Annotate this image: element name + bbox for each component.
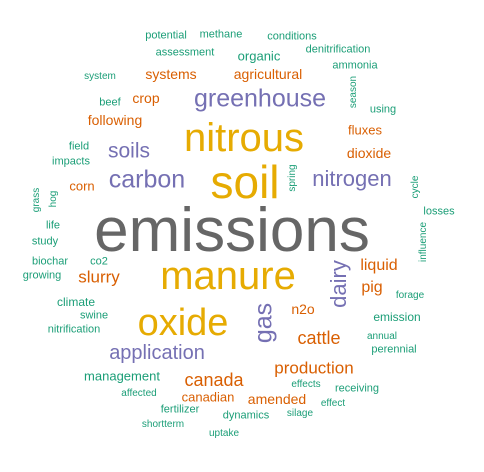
word-production: production	[274, 358, 354, 378]
word-effect: effect	[320, 398, 346, 409]
word-corn: corn	[69, 178, 95, 194]
word-swine: swine	[79, 309, 109, 322]
word-system: system	[84, 71, 116, 82]
word-n2o: n2o	[291, 301, 315, 317]
word-dairy: dairy	[326, 260, 351, 308]
word-potential: potential	[145, 29, 187, 42]
word-spring: spring	[287, 164, 298, 192]
word-beef: beef	[99, 96, 121, 109]
word-life: life	[45, 219, 61, 232]
word-crop: crop	[132, 90, 160, 106]
word-agricultural: agricultural	[233, 66, 303, 82]
word-following: following	[87, 112, 143, 128]
word-canadian: canadian	[181, 389, 235, 405]
word-oxide: oxide	[137, 302, 229, 344]
word-influence: influence	[418, 221, 429, 263]
word-annual: annual	[366, 331, 398, 342]
word-using: using	[369, 103, 397, 116]
word-fluxes: fluxes	[348, 122, 382, 138]
word-grass: grass	[31, 187, 42, 213]
word-growing: growing	[22, 269, 62, 282]
word-carbon: carbon	[108, 165, 186, 194]
word-dioxide: dioxide	[346, 145, 392, 161]
word-emissions: emissions	[94, 196, 370, 265]
word-systems: systems	[145, 66, 197, 82]
word-canada: canada	[184, 370, 244, 390]
word-emission: emission	[373, 310, 421, 324]
word-organic: organic	[237, 48, 281, 64]
word-ammonia: ammonia	[332, 59, 378, 72]
word-study: study	[31, 235, 59, 248]
word-hog: hog	[48, 190, 59, 208]
word-denitrification: denitrification	[305, 43, 371, 56]
word-uptake: uptake	[208, 428, 240, 439]
word-biochar: biochar	[31, 255, 69, 268]
word-soils: soils	[107, 139, 151, 163]
word-fertilizer: fertilizer	[160, 403, 200, 416]
word-affected: affected	[121, 388, 157, 399]
word-climate: climate	[56, 295, 96, 309]
word-slurry: slurry	[78, 267, 120, 287]
word-losses: losses	[423, 205, 455, 218]
word-manure: manure	[160, 254, 296, 298]
word-shortterm: shortterm	[141, 419, 185, 430]
word-assessment: assessment	[155, 46, 215, 59]
word-dynamics: dynamics	[222, 409, 270, 422]
word-conditions: conditions	[267, 30, 317, 43]
word-methane: methane	[199, 28, 243, 41]
word-liquid: liquid	[360, 257, 398, 274]
word-cycle: cycle	[410, 175, 421, 199]
word-nitrogen: nitrogen	[312, 166, 392, 191]
word-nitrous: nitrous	[183, 116, 305, 160]
word-application: application	[109, 342, 205, 364]
word-effects: effects	[291, 379, 321, 390]
word-perennial: perennial	[371, 343, 417, 356]
word-field: field	[68, 140, 90, 153]
word-co2: co2	[90, 255, 108, 268]
word-nitrification: nitrification	[47, 323, 101, 336]
word-pig: pig	[361, 279, 383, 296]
word-amended: amended	[247, 391, 307, 407]
word-season: season	[348, 75, 359, 109]
word-receiving: receiving	[334, 382, 380, 395]
word-gas: gas	[249, 302, 278, 344]
word-impacts: impacts	[52, 155, 90, 168]
word-soil: soil	[210, 156, 280, 208]
word-silage: silage	[286, 408, 314, 419]
word-forage: forage	[395, 290, 425, 301]
word-management: management	[84, 368, 160, 384]
word-cattle: cattle	[297, 328, 341, 348]
word-greenhouse: greenhouse	[193, 84, 327, 113]
